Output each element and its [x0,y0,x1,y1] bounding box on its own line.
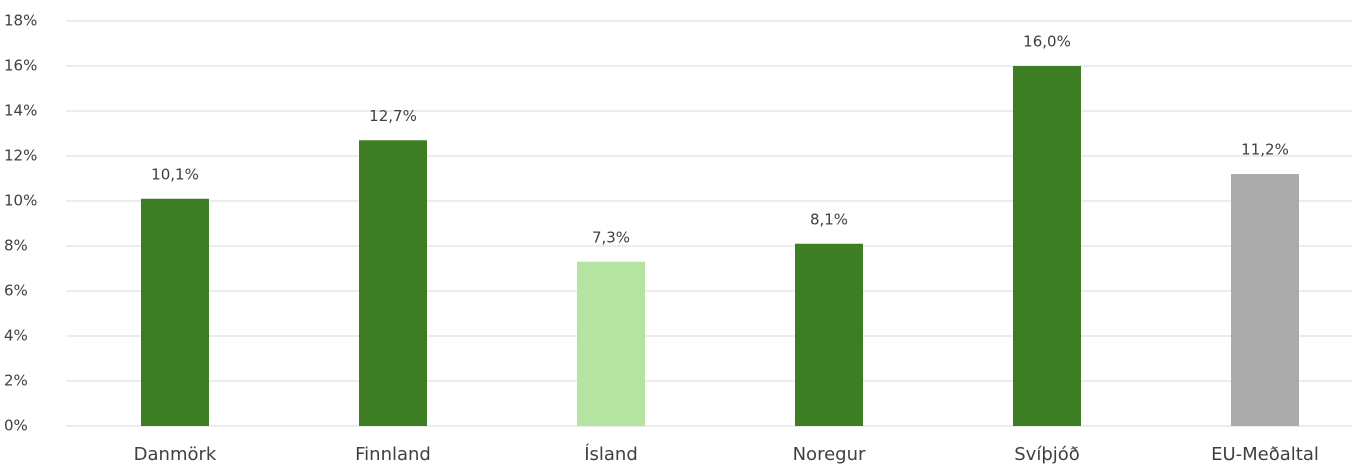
value-label: 7,3% [592,228,630,246]
x-tick-label: Noregur [793,444,866,465]
bar [1231,174,1299,426]
y-tick-label: 14% [4,102,37,120]
bar [141,198,209,426]
value-label: 16,0% [1023,33,1071,51]
bar [359,140,427,426]
x-tick-label: Finnland [355,444,431,465]
x-tick-label: EU-Meðaltal [1211,444,1319,465]
y-tick-label: 8% [4,237,28,255]
y-tick-label: 2% [4,372,28,390]
bar [1013,66,1081,426]
x-tick-label: Svíþjóð [1014,444,1080,465]
value-label: 8,1% [810,210,848,228]
value-label: 10,1% [151,165,199,183]
y-tick-label: 18% [4,12,37,30]
y-tick-label: 0% [4,417,28,435]
x-tick-label: Ísland [584,443,638,465]
y-tick-label: 10% [4,192,37,210]
y-tick-label: 16% [4,57,37,75]
y-tick-label: 12% [4,147,37,165]
y-tick-label: 6% [4,282,28,300]
value-label: 12,7% [369,107,417,125]
value-label: 11,2% [1241,141,1289,159]
bar [577,261,645,426]
bar [795,243,863,426]
y-tick-label: 4% [4,327,28,345]
x-tick-label: Danmörk [134,444,217,465]
